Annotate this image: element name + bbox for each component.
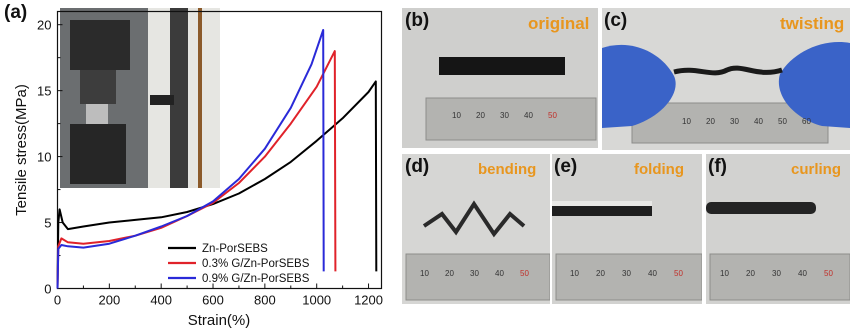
series-layer xyxy=(56,29,378,289)
twisted-strip xyxy=(673,65,783,76)
ruler-number: 20 xyxy=(746,269,755,278)
photo-curling xyxy=(706,154,850,304)
photo-original xyxy=(402,8,598,148)
photo-folding xyxy=(552,154,702,304)
folded-strip xyxy=(552,206,652,216)
y-axis-title: Tensile stress(MPa) xyxy=(13,84,30,216)
ruler-number: 50 xyxy=(778,117,787,126)
y-axis-ticks: 0 5 10 15 20 xyxy=(37,18,63,297)
ruler-number: 30 xyxy=(730,117,739,126)
plot-frame xyxy=(56,10,383,290)
ruler-number: 10 xyxy=(682,117,691,126)
series-line-2 xyxy=(56,29,325,289)
ruler-number: 50 xyxy=(520,269,529,278)
legend: Zn-PorSEBS 0.3% G/Zn-PorSEBS 0.9% G/Zn-Por… xyxy=(168,243,310,285)
ruler-number: 10 xyxy=(420,269,429,278)
left-glove xyxy=(602,44,676,128)
legend-label-0: Zn-PorSEBS xyxy=(202,243,268,255)
right-glove xyxy=(778,42,850,128)
caption-original: original xyxy=(528,14,590,33)
y-tick-label: 5 xyxy=(44,216,51,231)
ruler-number: 50 xyxy=(674,269,683,278)
ruler-number: 50 xyxy=(548,111,557,120)
ruler-number: 30 xyxy=(622,269,631,278)
x-tick-label: 1000 xyxy=(302,293,331,308)
panel-label-a: (a) xyxy=(4,2,28,23)
x-axis-title: Strain(%) xyxy=(188,312,251,329)
panel-label-e: (e) xyxy=(554,156,578,177)
ruler-number: 40 xyxy=(524,111,533,120)
tensile-tester-inset-photo xyxy=(60,8,220,188)
ruler-number: 20 xyxy=(706,117,715,126)
x-axis-ticks: 0 200 400 600 800 1000 1200 xyxy=(54,283,383,308)
bent-strip xyxy=(422,200,526,238)
ruler-number: 40 xyxy=(648,269,657,278)
caption-bending: bending xyxy=(478,161,537,178)
y-tick-label: 20 xyxy=(37,18,51,33)
ruler-number: 50 xyxy=(824,269,833,278)
ruler-number: 20 xyxy=(476,111,485,120)
ruler-number: 30 xyxy=(772,269,781,278)
ruler-number: 20 xyxy=(445,269,454,278)
panel-label-c: (c) xyxy=(604,10,628,31)
x-tick-label: 400 xyxy=(150,293,172,308)
panel-label-b: (b) xyxy=(405,10,430,31)
ruler-number: 20 xyxy=(596,269,605,278)
ruler-number: 30 xyxy=(500,111,509,120)
ruler-number: 40 xyxy=(495,269,504,278)
legend-label-2: 0.9% G/Zn-PorSEBS xyxy=(202,273,310,285)
ruler-number: 40 xyxy=(754,117,763,126)
x-tick-label: 1200 xyxy=(354,293,383,308)
panel-label-d: (d) xyxy=(405,156,430,177)
y-tick-label: 0 xyxy=(44,282,51,297)
ruler-number: 10 xyxy=(570,269,579,278)
panel-label-f: (f) xyxy=(708,156,727,177)
tensile-chart: 0 200 400 600 800 1000 1200 0 5 10 15 20 Strain(%)… xyxy=(13,8,383,329)
photo-bending xyxy=(402,154,550,304)
ruler-number: 30 xyxy=(470,269,479,278)
ruler-number: 10 xyxy=(720,269,729,278)
ruler-number: 40 xyxy=(798,269,807,278)
x-tick-label: 600 xyxy=(202,293,224,308)
x-tick-label: 200 xyxy=(98,293,120,308)
x-tick-label: 800 xyxy=(254,293,276,308)
y-tick-label: 10 xyxy=(37,150,51,165)
caption-curling: curling xyxy=(791,161,842,178)
caption-twisting: twisting xyxy=(780,14,845,33)
legend-label-1: 0.3% G/Zn-PorSEBS xyxy=(202,258,310,270)
series-line-0 xyxy=(56,80,378,289)
ruler-number: 10 xyxy=(452,111,461,120)
y-tick-label: 15 xyxy=(37,84,51,99)
x-tick-label: 0 xyxy=(54,293,61,308)
caption-folding: folding xyxy=(634,161,684,178)
ruler-number: 60 xyxy=(802,117,811,126)
curled-strip xyxy=(706,202,816,214)
sample-strip xyxy=(439,57,565,75)
photo-twisting xyxy=(602,8,850,150)
